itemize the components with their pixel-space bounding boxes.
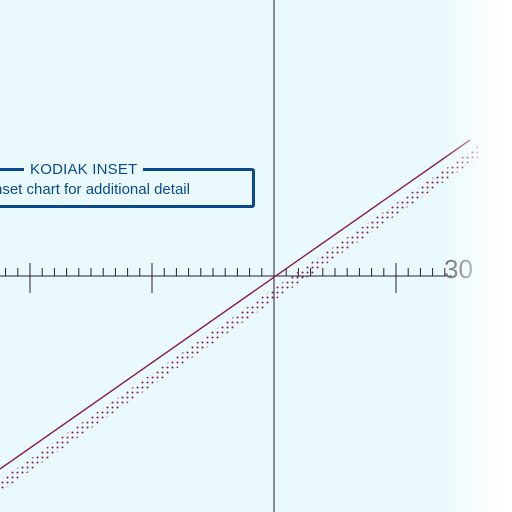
scale-number-label: 30	[444, 254, 473, 284]
boundary-dotted-band	[0, 146, 478, 492]
boundary-solid-line	[0, 139, 471, 470]
kodiak-inset-title: KODIAK INSET	[24, 161, 144, 179]
parallel-tick-marks	[5, 263, 446, 293]
kodiak-inset-subtitle: nset chart for additional detail	[0, 181, 190, 198]
